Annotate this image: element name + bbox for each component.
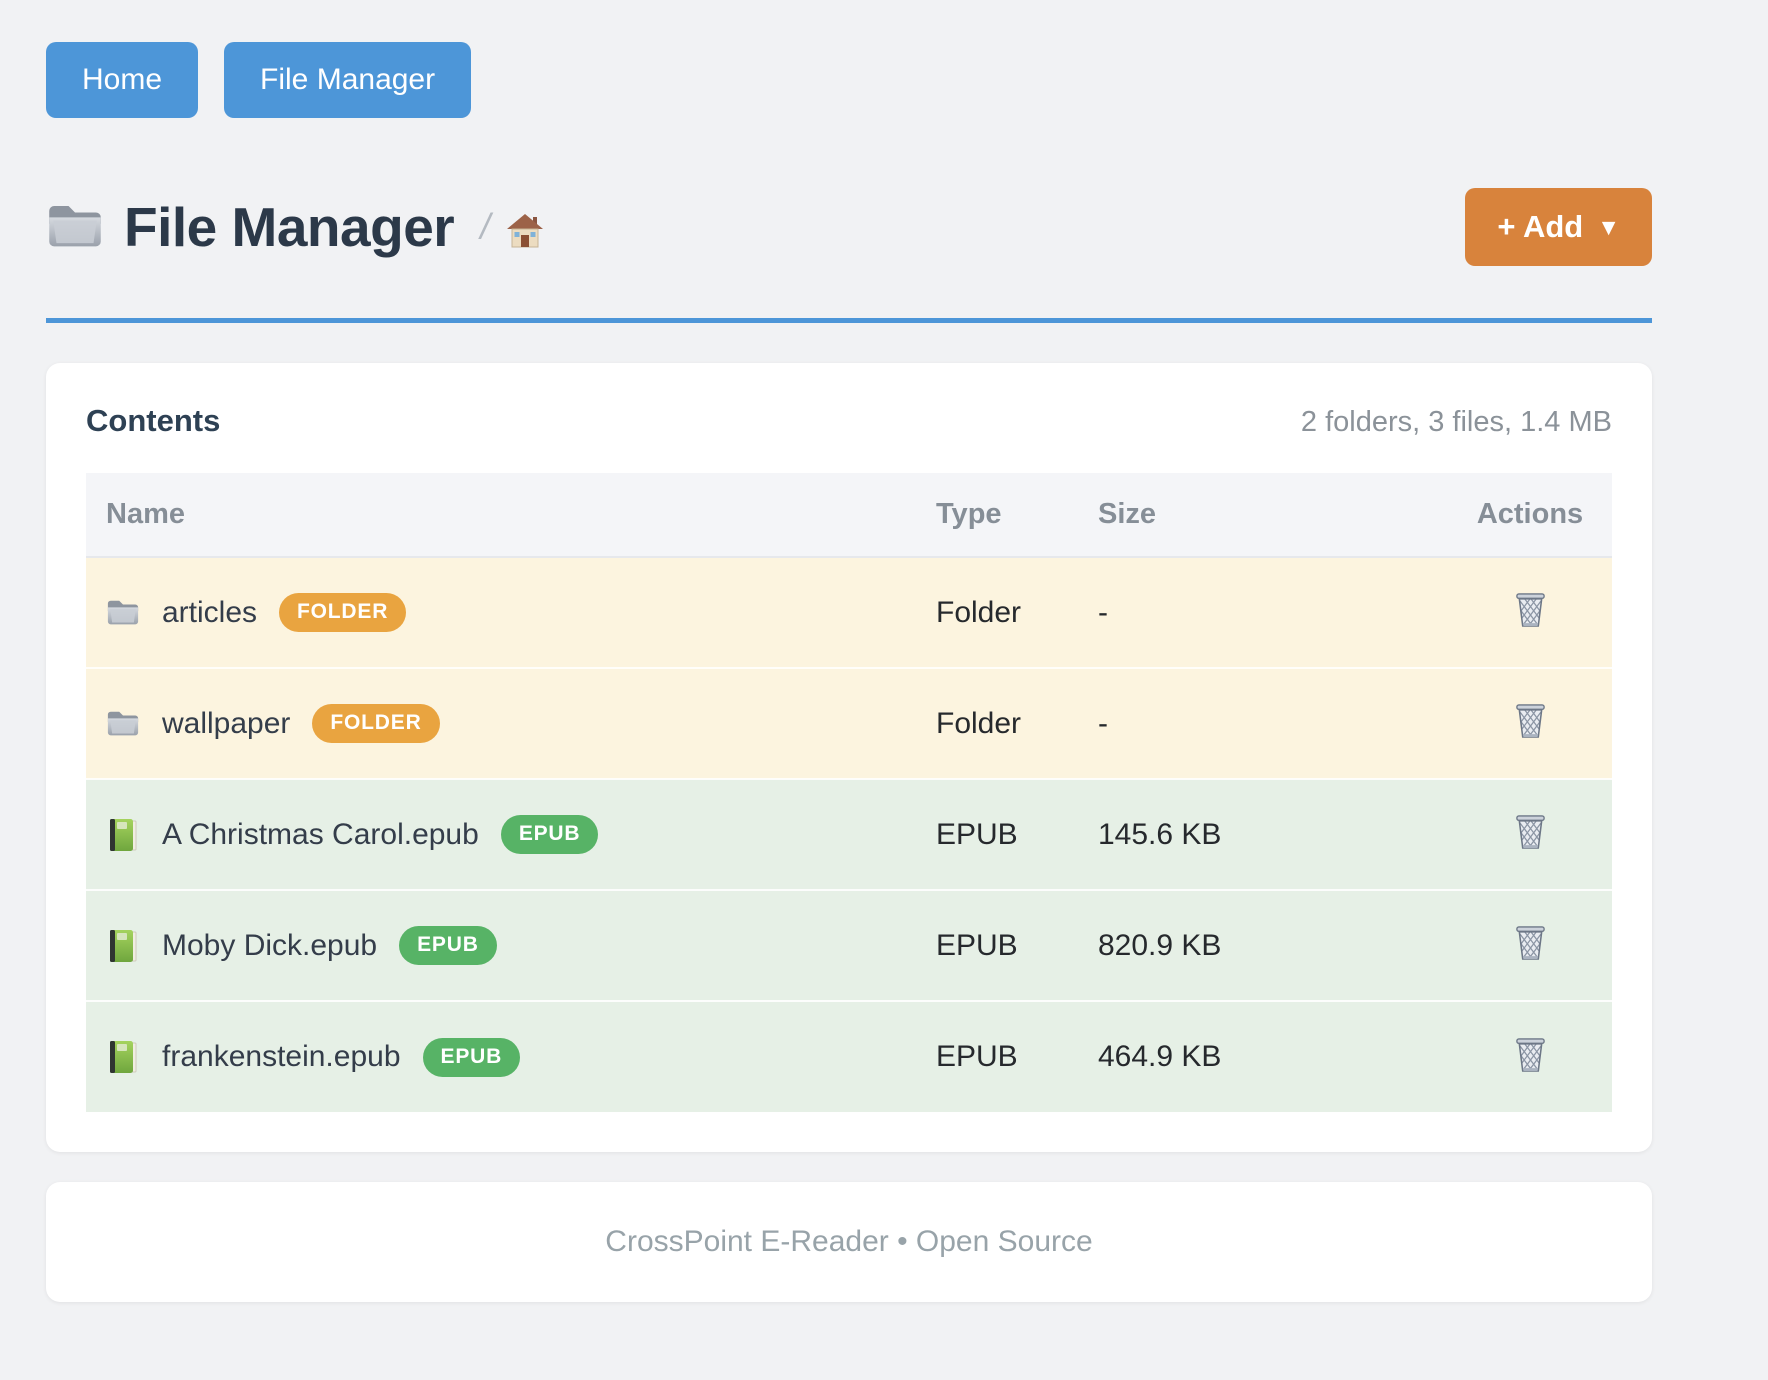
green-book-icon	[106, 1040, 140, 1074]
item-size: 464.9 KB	[1078, 1000, 1448, 1112]
green-book-icon	[106, 818, 140, 852]
file-name-cell[interactable]: frankenstein.epub EPUB	[106, 1037, 916, 1077]
item-size: -	[1078, 667, 1448, 779]
item-type: EPUB	[916, 778, 1078, 890]
epub-badge: EPUB	[422, 1037, 521, 1077]
top-nav: Home File Manager	[46, 0, 1652, 118]
page-title: File Manager	[124, 196, 455, 258]
item-size: 145.6 KB	[1078, 778, 1448, 890]
folder-name-cell[interactable]: wallpaper FOLDER	[106, 704, 916, 743]
breadcrumb-separator: /	[480, 206, 491, 247]
folder-icon	[106, 707, 140, 741]
footer: CrossPoint E-Reader • Open Source	[46, 1182, 1652, 1302]
table-row: Moby Dick.epub EPUB EPUB 820.9 KB	[86, 889, 1612, 1001]
header-divider	[46, 318, 1652, 323]
table-header-row: Name Type Size Actions	[86, 473, 1612, 558]
folder-icon	[46, 202, 104, 252]
item-type: Folder	[916, 557, 1078, 668]
item-name[interactable]: wallpaper	[162, 706, 291, 740]
delete-button[interactable]	[1507, 922, 1554, 963]
column-header-actions: Actions	[1448, 473, 1612, 558]
trash-icon	[1513, 813, 1548, 850]
item-name[interactable]: frankenstein.epub	[162, 1040, 401, 1073]
trash-icon	[1513, 1036, 1548, 1073]
folder-badge: FOLDER	[279, 593, 407, 632]
chevron-down-icon: ▼	[1597, 213, 1620, 240]
item-type: EPUB	[916, 1000, 1078, 1112]
page-header: File Manager / + Add ▼	[46, 188, 1652, 266]
home-button[interactable]: Home	[46, 42, 199, 118]
folder-name-cell[interactable]: articles FOLDER	[106, 593, 916, 632]
column-header-type: Type	[916, 473, 1078, 558]
folder-badge: FOLDER	[312, 704, 440, 743]
title-wrap: File Manager /	[46, 195, 544, 259]
house-icon[interactable]	[506, 213, 544, 249]
item-type: EPUB	[916, 889, 1078, 1001]
contents-summary: 2 folders, 3 files, 1.4 MB	[1300, 406, 1612, 438]
folder-icon	[106, 596, 140, 630]
item-size: 820.9 KB	[1078, 889, 1448, 1001]
table-row: articles FOLDER Folder -	[86, 557, 1612, 668]
table-row: wallpaper FOLDER Folder -	[86, 667, 1612, 779]
file-name-cell[interactable]: Moby Dick.epub EPUB	[106, 926, 916, 965]
delete-button[interactable]	[1507, 811, 1554, 852]
file-name-cell[interactable]: A Christmas Carol.epub EPUB	[106, 815, 916, 854]
footer-text: CrossPoint E-Reader • Open Source	[605, 1225, 1093, 1258]
contents-card: Contents 2 folders, 3 files, 1.4 MB Name…	[46, 363, 1652, 1152]
item-size: -	[1078, 557, 1448, 668]
file-table: Name Type Size Actions articles FOLDER	[86, 473, 1612, 1112]
item-name[interactable]: Moby Dick.epub	[162, 928, 378, 962]
item-name[interactable]: articles	[162, 595, 258, 629]
trash-icon	[1513, 591, 1548, 628]
epub-badge: EPUB	[500, 815, 599, 854]
contents-heading: Contents	[86, 403, 221, 438]
epub-badge: EPUB	[399, 926, 497, 965]
delete-button[interactable]	[1507, 1034, 1554, 1075]
column-header-name: Name	[86, 473, 916, 558]
green-book-icon	[106, 929, 140, 963]
trash-icon	[1513, 702, 1548, 739]
contents-card-header: Contents 2 folders, 3 files, 1.4 MB	[86, 403, 1612, 439]
item-name[interactable]: A Christmas Carol.epub	[162, 817, 479, 851]
item-type: Folder	[916, 667, 1078, 779]
trash-icon	[1513, 924, 1548, 961]
delete-button[interactable]	[1507, 700, 1554, 741]
add-button[interactable]: + Add ▼	[1465, 188, 1652, 266]
file-manager-button[interactable]: File Manager	[224, 42, 472, 118]
column-header-size: Size	[1078, 473, 1448, 558]
table-row: A Christmas Carol.epub EPUB EPUB 145.6 K…	[86, 778, 1612, 890]
add-button-label: + Add	[1497, 209, 1584, 244]
table-row: frankenstein.epub EPUB EPUB 464.9 KB	[86, 1000, 1612, 1112]
delete-button[interactable]	[1507, 589, 1554, 630]
page-container: Home File Manager File Manager / + Add ▼…	[46, 0, 1652, 1302]
